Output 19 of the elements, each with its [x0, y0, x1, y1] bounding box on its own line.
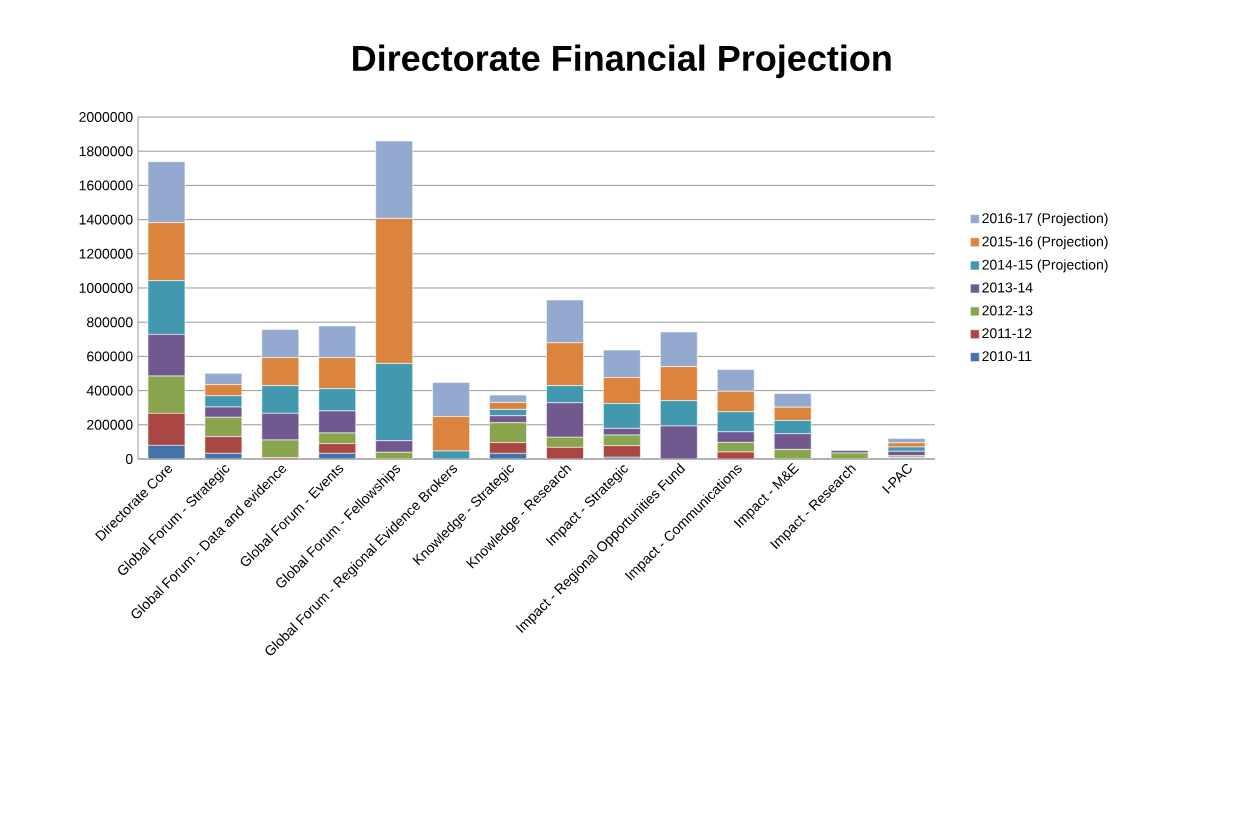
y-tick-label: 1200000: [79, 248, 133, 259]
y-tick-label: 800000: [87, 317, 133, 328]
y-tick-label: 2000000: [79, 112, 133, 122]
y-tick-label: 0: [125, 454, 133, 464]
legend-label: 2015-16 (Projection): [982, 236, 1108, 250]
y-tick-label: 1000000: [79, 283, 133, 293]
y-tick-label: 200000: [87, 419, 133, 430]
y-tick-label: 1800000: [79, 146, 133, 157]
legend-label: 2016-17 (Projection): [982, 212, 1108, 226]
chart-title: Directorate Financial Projection: [353, 44, 891, 79]
legend-label: 2013-14: [982, 282, 1033, 293]
legend-label: 2014-15 (Projection): [982, 259, 1108, 273]
y-tick-label: 1600000: [79, 180, 133, 191]
legend-label: 2010-11: [982, 351, 1032, 362]
y-tick-label: 600000: [87, 351, 133, 362]
legend-label: 2011-12: [982, 328, 1032, 339]
y-tick-label: 1400000: [79, 214, 133, 225]
y-tick-label: 400000: [86, 385, 133, 396]
legend-label: 2012-13: [982, 305, 1033, 316]
